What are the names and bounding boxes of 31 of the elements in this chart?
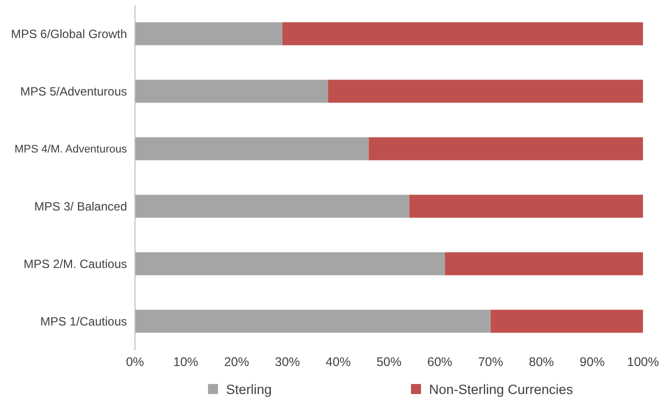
legend-label: Sterling <box>226 382 272 397</box>
bar <box>135 194 410 218</box>
x-tick-label: 50% <box>376 355 402 369</box>
y-tick-label: MPS 1/Cautious <box>40 314 127 328</box>
bar <box>328 80 643 103</box>
y-tick-label: MPS 6/Global Growth <box>10 26 127 41</box>
y-tick-label: MPS 2/M. Cautious <box>24 256 127 271</box>
x-tick-label: 80% <box>528 355 554 369</box>
y-tick-label: MPS 3/ Balanced <box>34 199 127 214</box>
x-tick-label: 40% <box>326 355 351 369</box>
y-tick-label: MPS 5/Adventurous <box>20 84 127 98</box>
bar <box>282 22 643 46</box>
legend-label: Non-Sterling Currencies <box>429 382 574 397</box>
y-tick-label: MPS 4/M. Adventurous <box>14 144 128 156</box>
x-tick-label: 0% <box>126 355 144 369</box>
bar <box>135 80 328 103</box>
x-tick-label: 10% <box>173 355 198 369</box>
bar <box>135 137 369 160</box>
bar <box>135 310 491 333</box>
bar <box>490 310 643 333</box>
x-tick-label: 90% <box>580 355 605 369</box>
bar <box>409 194 643 218</box>
bar <box>135 22 282 46</box>
bar <box>444 252 643 276</box>
x-tick-label: 60% <box>427 355 452 369</box>
x-tick-label: 30% <box>274 355 300 369</box>
x-tick-label: 20% <box>224 355 250 369</box>
x-tick-label: 100% <box>627 355 659 369</box>
bar <box>368 137 643 160</box>
bar <box>135 252 445 276</box>
x-tick-label: 70% <box>478 355 504 369</box>
